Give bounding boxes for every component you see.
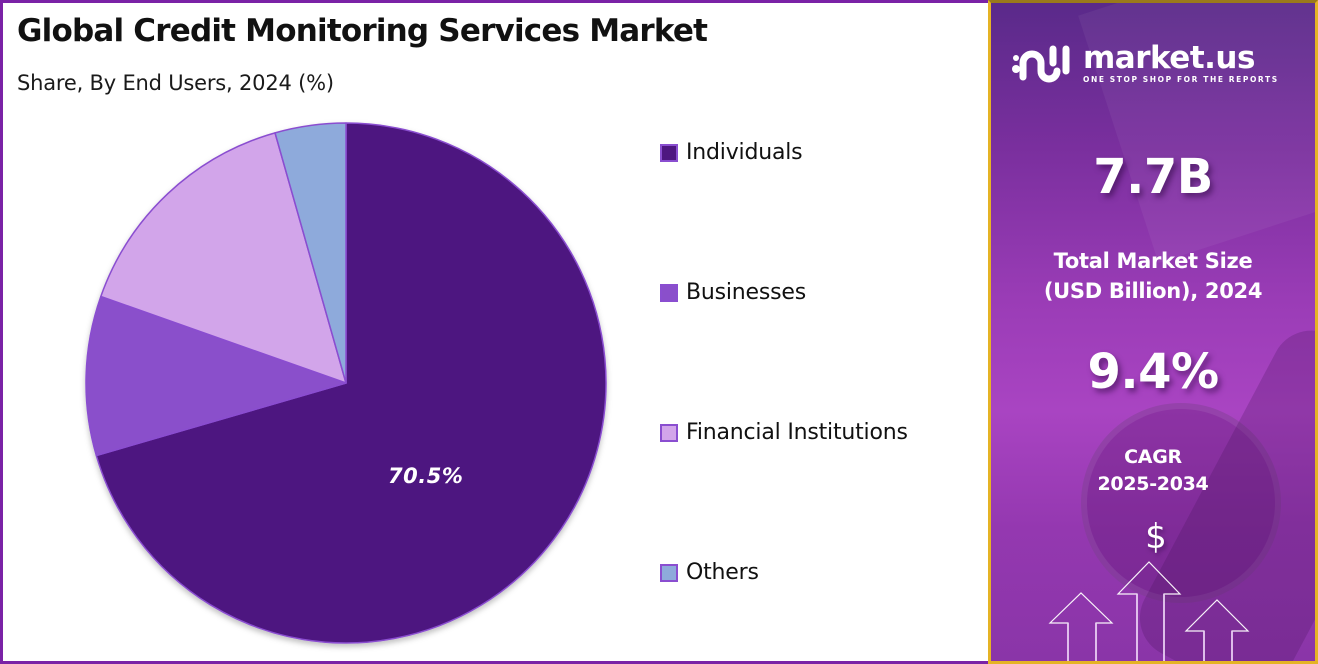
dollar-icon: $ <box>1145 517 1167 557</box>
pie-slice-financial-institutions[interactable] <box>100 132 347 384</box>
legend-swatch-icon <box>660 283 678 302</box>
pie-chart: 70.5% <box>85 122 607 644</box>
legend-item-individuals[interactable]: Individuals <box>660 140 803 165</box>
growth-arrows-icon <box>1048 561 1250 661</box>
cagr-label-line1: CAGR <box>1124 446 1182 468</box>
legend-item-others[interactable]: Others <box>660 560 759 585</box>
brand-logo[interactable]: market.us ONE STOP SHOP FOR THE REPORTS <box>1011 41 1279 85</box>
legend-label: Others <box>686 560 759 585</box>
market-us-logo-icon <box>1012 45 1070 83</box>
logo-tagline: ONE STOP SHOP FOR THE REPORTS <box>1083 74 1279 84</box>
pie-svg <box>85 122 607 644</box>
chart-subtitle: Share, By End Users, 2024 (%) <box>17 71 334 95</box>
pie-slice-others[interactable] <box>274 122 347 384</box>
chart-title: Global Credit Monitoring Services Market <box>17 13 708 49</box>
legend-item-financial-institutions[interactable]: Financial Institutions <box>660 420 908 445</box>
legend-item-businesses[interactable]: Businesses <box>660 280 806 305</box>
pie-slice-businesses[interactable] <box>85 295 347 457</box>
background-cup-decoration <box>1081 403 1281 603</box>
cagr-label-line2: 2025-2034 <box>1097 473 1209 495</box>
market-size-label-line2: (USD Billion), 2024 <box>1043 279 1263 303</box>
pie-slice-individuals[interactable] <box>95 122 607 644</box>
market-size-label-line1: Total Market Size <box>1053 249 1253 273</box>
legend-label: Businesses <box>686 280 807 305</box>
stats-sidebar: market.us ONE STOP SHOP FOR THE REPORTS … <box>988 0 1318 664</box>
legend-label: Individuals <box>686 140 803 165</box>
slice-label-individuals: 70.5% <box>388 464 464 488</box>
legend-swatch-icon <box>660 423 678 442</box>
logo-name: market.us <box>1083 39 1255 76</box>
legend-swatch-icon <box>660 563 678 582</box>
market-size-value: 7.7B <box>1093 149 1213 205</box>
legend-swatch-icon <box>660 143 678 162</box>
legend-label: Financial Institutions <box>686 420 908 445</box>
cagr-value: 9.4% <box>1087 344 1219 400</box>
